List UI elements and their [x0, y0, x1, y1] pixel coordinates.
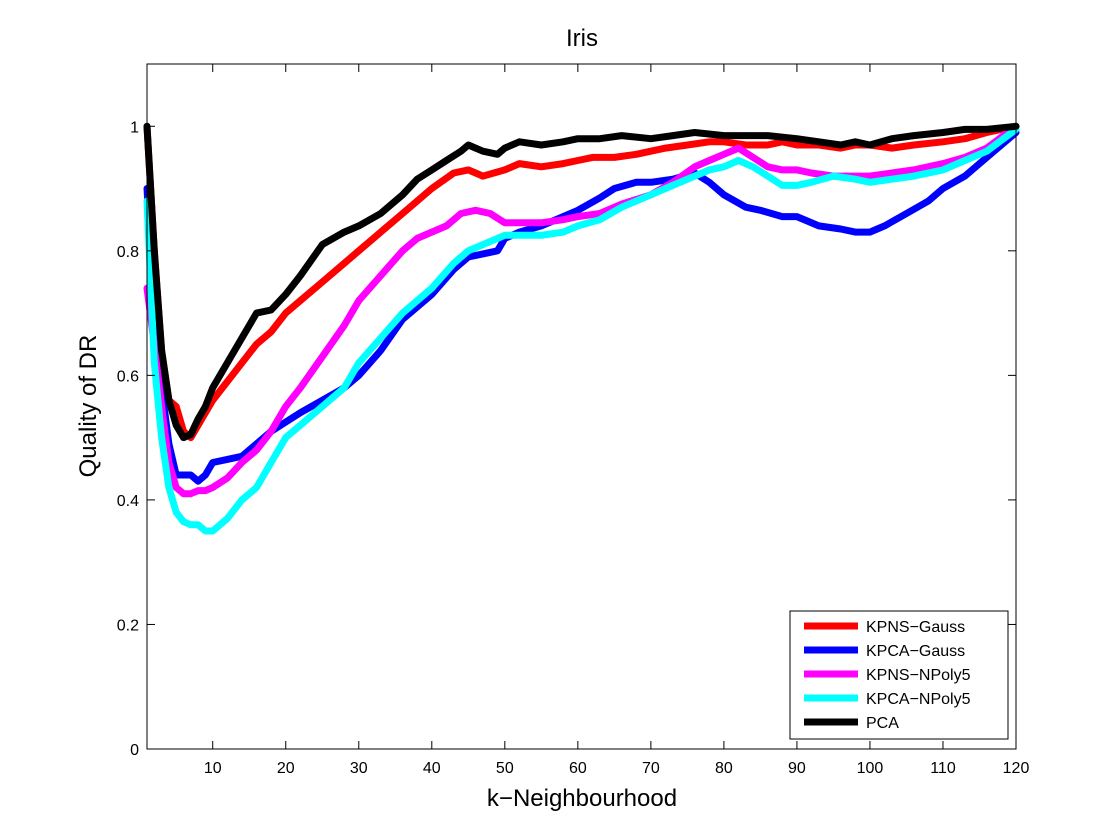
y-tick-label: 0: [130, 742, 139, 759]
x-tick-label: 20: [277, 760, 295, 777]
y-tick-label: 0.2: [117, 617, 139, 634]
y-axis-ticks: 0 0.2 0.4 0.6 0.8 1: [117, 119, 1016, 759]
series-line-kpns-npoly5: [143, 122, 1020, 498]
y-tick-label: 1: [130, 119, 139, 136]
x-tick-label: 30: [350, 760, 368, 777]
x-tick-label: 100: [857, 760, 884, 777]
x-tick-label: 80: [715, 760, 733, 777]
x-tick-label: 70: [642, 760, 660, 777]
legend: KPNS−Gauss KPCA−Gauss KPNS−NPoly5 KPCA−NPol…: [789, 610, 1009, 740]
plot-frame: [146, 63, 1017, 750]
y-tick-label: 0.8: [117, 244, 139, 261]
x-tick-label: 10: [204, 760, 222, 777]
x-tick-label: 60: [569, 760, 587, 777]
x-axis-label: k−Neighbourhood: [487, 785, 677, 812]
x-tick-label: 40: [423, 760, 441, 777]
plot-lines: [143, 122, 1020, 535]
x-tick-label: 90: [788, 760, 806, 777]
x-tick-label: 50: [496, 760, 514, 777]
x-tick-label: 110: [930, 760, 956, 777]
legend-label-kpca-npoly5: KPCA−NPoly5: [866, 691, 971, 708]
legend-label-kpns-gauss: KPNS−Gauss: [866, 619, 965, 636]
y-tick-label: 0.4: [117, 493, 139, 510]
y-axis-label: Quality of DR: [75, 335, 102, 478]
legend-label-kpns-npoly5: KPNS−NPoly5: [866, 667, 971, 684]
y-tick-label: 0.6: [117, 368, 139, 385]
series-line-pca: [143, 122, 1020, 442]
legend-label-pca: PCA: [866, 715, 899, 732]
series-line-kpca-npoly5: [143, 125, 1020, 535]
legend-label-kpca-gauss: KPCA−Gauss: [866, 643, 965, 660]
chart-title: Iris: [566, 25, 598, 52]
x-tick-label: 120: [1003, 760, 1030, 777]
x-axis-ticks: 10 20 30 40 50 60 70 80 90 100 110 120: [204, 64, 1030, 777]
